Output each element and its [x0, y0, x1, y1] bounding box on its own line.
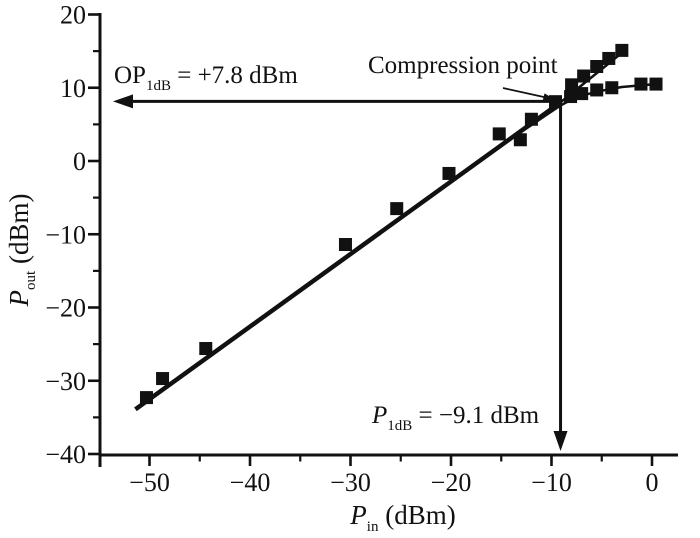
- y-tick-label: 10: [60, 74, 86, 103]
- data-point-measured-output: [390, 202, 404, 216]
- data-point-measured-output: [590, 83, 604, 97]
- op1db-subscript: 1dB: [145, 78, 171, 94]
- x-tick-label: −20: [431, 468, 472, 497]
- data-point-measured-output: [605, 81, 619, 95]
- data-point-measured-output: [575, 87, 589, 101]
- x-axis-title: Pin (dBm): [350, 500, 456, 535]
- y-tick-label: 20: [60, 1, 86, 30]
- x-tick-label: 0: [646, 468, 659, 497]
- y-tick-label: −10: [45, 220, 86, 249]
- op1db-annotation: OP1dB = +7.8 dBm: [114, 62, 298, 95]
- data-point-measured-output: [634, 77, 648, 91]
- compression-pointer-arrowhead: [542, 93, 557, 102]
- data-point-measured-output: [442, 166, 456, 180]
- y-tick-label: −40: [45, 440, 86, 469]
- y-tick-label: −30: [45, 367, 86, 396]
- p1db-subscript: 1dB: [387, 418, 413, 434]
- data-point-measured-output: [524, 112, 538, 126]
- data-point-measured-output: [199, 342, 213, 356]
- x-tick-label: −10: [531, 468, 572, 497]
- data-point-linear-response: [577, 69, 591, 83]
- data-point-measured-output: [649, 77, 663, 91]
- y-tick-label: 0: [73, 147, 86, 176]
- data-point-measured-output: [156, 372, 170, 386]
- y-axis-title: Pout (dBm): [3, 193, 39, 307]
- x-tick-label: −30: [330, 468, 371, 497]
- data-point-measured-output: [513, 133, 527, 147]
- p1db-annotation: P1dB = −9.1 dBm: [372, 402, 539, 435]
- data-point-measured-output: [492, 127, 506, 141]
- x-tick-label: −40: [230, 468, 271, 497]
- compression-pointer-line: [502, 87, 547, 99]
- compression-point-label: Compression point: [368, 52, 558, 79]
- data-point-linear-response: [565, 78, 579, 92]
- op1db-prefix: OP: [114, 62, 146, 89]
- x-tick-label: −50: [129, 468, 170, 497]
- p1db-prefix: P: [372, 402, 388, 429]
- data-point-measured-output: [564, 90, 578, 104]
- data-point-measured-output: [139, 391, 153, 405]
- data-point-linear-response: [590, 60, 604, 74]
- op1db-arrowhead: [113, 94, 133, 109]
- op1db-value-text: = +7.8 dBm: [170, 62, 298, 89]
- y-tick-label: −20: [45, 294, 86, 323]
- data-point-measured-output: [338, 238, 352, 252]
- p1db-value-text: = −9.1 dBm: [412, 402, 540, 429]
- data-point-linear-response: [615, 43, 629, 57]
- p1db-arrowhead: [553, 431, 568, 451]
- data-point-linear-response: [602, 51, 616, 65]
